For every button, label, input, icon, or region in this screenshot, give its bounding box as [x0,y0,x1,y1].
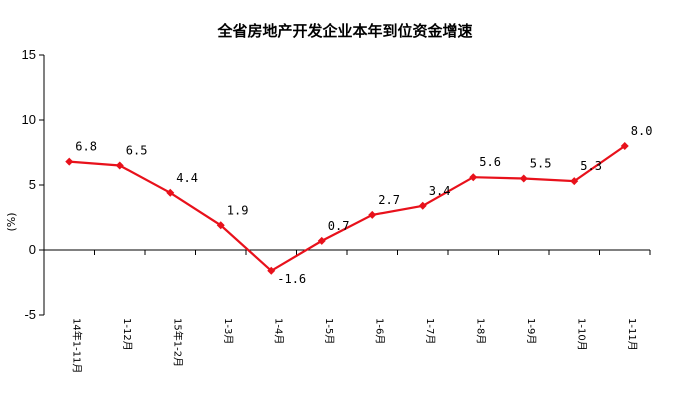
axes [43,55,650,315]
data-label: 6.5 [126,144,148,158]
series-markers [65,142,629,275]
data-label: 8.0 [631,124,653,138]
x-tick-label: 1-11月 [626,318,638,351]
x-tick-label: 1-10月 [575,318,587,351]
data-point [418,201,427,210]
y-axis-label: (%) [5,212,18,231]
data-label: 2.7 [378,193,400,207]
x-tick-label: 1-9月 [525,318,537,344]
data-point [267,266,276,275]
data-point [570,177,579,186]
x-tick-label: 1-4月 [272,318,284,344]
data-labels: 6.8 6.5 4.4 1.9 -1.6 0.7 2.7 3.4 5.6 5.5 5.3 8.0 [75,124,652,286]
chart-title: 全省房地产开发企业本年到位资金增速 [216,22,472,40]
x-tick-label: 1-3月 [222,318,234,344]
x-tick-label: 15年1-2月 [171,318,184,367]
x-tick-label: 1-6月 [373,318,385,344]
data-point [317,236,326,245]
x-tick-label: 1-5月 [323,318,335,344]
data-label: 0.7 [328,219,350,233]
data-label: 5.5 [530,157,552,171]
x-tick-label: 14年1-11月 [70,318,83,373]
data-label: 1.9 [227,203,249,217]
data-point [620,142,629,150]
data-label: -1.6 [277,272,306,286]
data-label: 5.6 [479,155,501,169]
y-tick-label: 0 [29,242,36,257]
data-point [216,221,225,230]
y-ticks: -5 0 5 10 15 [22,47,44,322]
data-label: 6.8 [75,140,97,154]
data-label: 3.4 [429,184,451,198]
data-point [65,157,74,166]
series-line [69,145,626,273]
y-tick-label: 10 [22,112,36,127]
data-point [519,174,528,183]
x-tick-label: 1-12月 [121,318,133,351]
data-label: 5.3 [580,159,602,173]
x-tick-label: 1-7月 [424,318,436,344]
y-tick-label: 5 [29,177,36,192]
x-tick-label: 1-8月 [474,318,486,344]
data-point [368,210,377,219]
y-tick-label: 15 [22,47,36,62]
data-point [115,161,124,170]
x-ticks: 14年1-11月 1-12月 15年1-2月 1-3月 1-4月 1-5月 1-6月 1-7月… [43,250,651,373]
data-point [469,173,478,182]
data-point [166,188,175,197]
y-tick-label: -5 [24,307,36,322]
data-label: 4.4 [176,171,198,185]
